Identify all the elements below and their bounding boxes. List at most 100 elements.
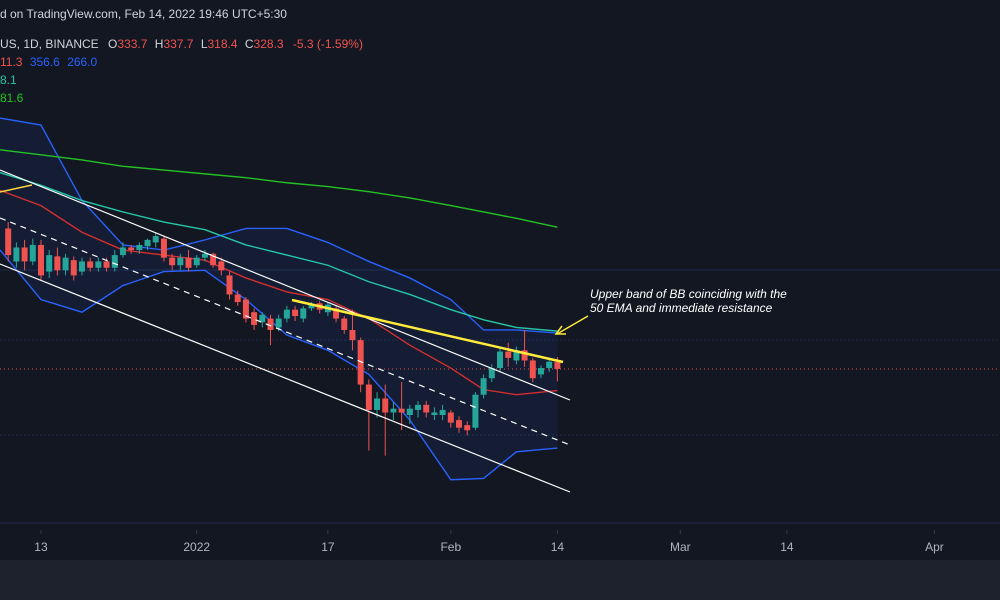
time-axis xyxy=(0,530,1000,560)
candle-body xyxy=(5,228,12,256)
candle-body xyxy=(546,361,553,369)
candle-body xyxy=(341,318,348,330)
candle-body xyxy=(259,314,266,323)
candle-body xyxy=(226,275,233,295)
candle-body xyxy=(374,398,381,410)
candle-body xyxy=(78,261,85,272)
indicator-line xyxy=(0,117,558,334)
yellow-line xyxy=(0,184,33,193)
candle-body xyxy=(521,350,528,361)
candle-body xyxy=(390,408,397,413)
x-tick-label: 2022 xyxy=(183,540,210,554)
x-tick-label: 14 xyxy=(780,540,794,554)
o-value: 333.7 xyxy=(117,37,147,51)
candle-body xyxy=(365,384,372,410)
candle-body xyxy=(169,257,176,266)
candle-body xyxy=(513,350,520,361)
candle-body xyxy=(439,409,446,416)
candle-body xyxy=(46,255,53,272)
x-tick-label: 14 xyxy=(551,540,565,554)
candle-body xyxy=(119,247,126,256)
candle-body xyxy=(308,304,315,309)
channel-lower xyxy=(0,263,571,493)
candle-body xyxy=(292,309,299,317)
candle-body xyxy=(447,412,454,423)
candle-body xyxy=(62,257,69,271)
c-value: 328.3 xyxy=(254,37,284,51)
bb-legend: 11.3 356.6 266.0 xyxy=(0,55,98,69)
candle-body xyxy=(382,398,389,413)
h-label: H xyxy=(155,37,164,51)
arrow-head xyxy=(554,325,566,335)
candle-body xyxy=(275,318,282,328)
indicator-line xyxy=(0,149,558,228)
candle-body xyxy=(431,412,438,416)
candle-body xyxy=(21,247,28,262)
candle-body xyxy=(95,261,102,268)
candle-body xyxy=(488,368,495,379)
candle-body xyxy=(251,312,258,325)
x-tick-label: 13 xyxy=(34,540,48,554)
h-value: 337.7 xyxy=(163,37,193,51)
candle-body xyxy=(472,394,479,428)
x-tick-label: Feb xyxy=(440,540,461,554)
candle-body xyxy=(529,360,536,379)
candle-body xyxy=(456,420,463,428)
symbol: US, 1D, BINANCE xyxy=(0,37,99,51)
candle-body xyxy=(398,408,405,413)
candle-body xyxy=(87,261,94,268)
candle-body xyxy=(37,244,44,276)
channel-middle xyxy=(0,217,571,446)
candle-body xyxy=(185,257,192,268)
drawings: Upper band of BB coinciding with the 50 … xyxy=(0,169,787,493)
candle-body xyxy=(210,253,217,266)
candle-body xyxy=(177,257,184,266)
indicator-line xyxy=(0,249,558,481)
resistance-line xyxy=(291,298,564,364)
bb-upper: 356.6 xyxy=(30,55,60,69)
x-tick-label: 17 xyxy=(321,540,335,554)
candle-body xyxy=(152,236,159,243)
change: -5.3 (-1.59%) xyxy=(293,37,363,51)
c-label: C xyxy=(245,37,254,51)
annotation: 50 EMA and immediate resistance xyxy=(590,301,773,315)
candle-body xyxy=(406,408,413,416)
candle-body xyxy=(144,239,151,247)
horizontal-lines xyxy=(0,269,1000,524)
bb-basis: 11.3 xyxy=(0,55,23,69)
candle-body xyxy=(283,309,290,319)
candle-body xyxy=(333,308,340,319)
ema-legend: 8.1 xyxy=(0,73,17,87)
candle-body xyxy=(357,340,364,385)
candle-body xyxy=(480,378,487,395)
candle-body xyxy=(349,329,356,341)
candle-body xyxy=(193,257,200,266)
candle-body xyxy=(464,425,471,431)
candle-body xyxy=(537,368,544,375)
footer-bar xyxy=(0,560,1000,600)
candle-body xyxy=(505,351,512,358)
plot xyxy=(0,117,1000,481)
bb-lower: 266.0 xyxy=(67,55,97,69)
l-label: L xyxy=(201,37,208,51)
bb-fill xyxy=(0,118,558,480)
candle-body xyxy=(29,244,36,262)
candle-body xyxy=(201,253,208,258)
x-tick-label: Apr xyxy=(925,540,944,554)
channel-upper xyxy=(0,169,571,401)
source: d on TradingView.com, Feb 14, 2022 19:46… xyxy=(0,7,287,21)
indicator-line xyxy=(0,171,558,332)
candle-body xyxy=(423,404,430,413)
candle-body xyxy=(103,261,110,268)
l-value: 318.4 xyxy=(208,37,238,51)
ema-legend: 81.6 xyxy=(0,91,24,105)
candle-body xyxy=(111,255,118,268)
candle-body xyxy=(415,404,422,410)
candle-body xyxy=(136,244,143,251)
candle-body xyxy=(13,247,20,262)
candle-body xyxy=(234,294,241,303)
candle-body xyxy=(160,238,167,258)
candle-body xyxy=(54,256,61,271)
indicator-line xyxy=(0,189,558,396)
